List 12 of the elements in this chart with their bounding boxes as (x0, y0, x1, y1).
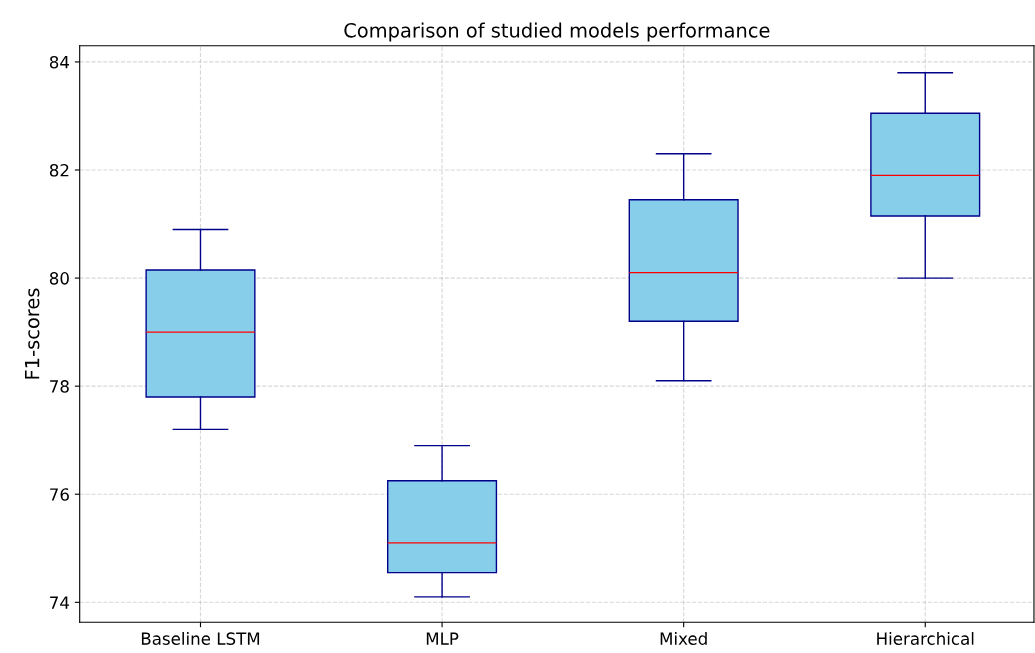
y-axis-title: F1-scores (24, 288, 40, 379)
y-tick-label: 78 (50, 380, 69, 393)
chart-title: Comparison of studied models performance (344, 22, 770, 42)
x-tick-label: Hierarchical (877, 632, 974, 645)
x-tick-label: Baseline LSTM (141, 632, 260, 645)
y-tick-label: 80 (49, 272, 69, 285)
x-tick-label: MLP (426, 632, 459, 645)
y-tick-label: 76 (50, 488, 69, 501)
y-tick-label: 84 (49, 55, 70, 69)
x-tick-label: Mixed (660, 632, 707, 645)
y-tick-label: 74 (50, 596, 70, 609)
y-tick-label: 82 (49, 163, 69, 177)
